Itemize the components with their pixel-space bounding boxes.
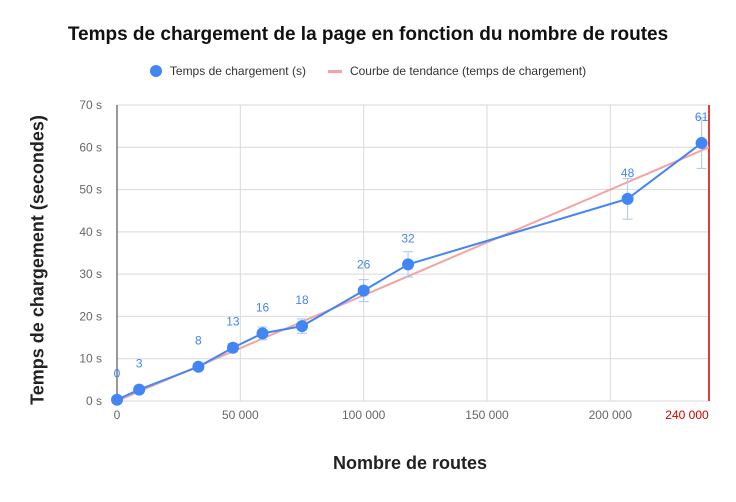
data-point <box>357 284 370 297</box>
y-tick-label: 40 s <box>79 225 102 239</box>
legend-series-label: Temps de chargement (s) <box>169 64 306 78</box>
data-label: 32 <box>401 231 415 245</box>
data-point <box>256 327 269 340</box>
data-label: 13 <box>226 315 240 329</box>
x-tick-label: 0 <box>114 408 121 422</box>
data-label: 0 <box>114 367 121 381</box>
data-point <box>192 360 205 373</box>
y-axis-title: Temps de chargement (secondes) <box>27 115 48 405</box>
data-point <box>621 192 634 205</box>
x-tick-label: 150 000 <box>465 408 509 422</box>
data-label: 3 <box>136 357 143 371</box>
x-tick-label: 200 000 <box>589 408 633 422</box>
y-tick-label: 50 s <box>79 183 102 197</box>
y-tick-label: 70 s <box>79 98 102 112</box>
data-point <box>296 320 308 333</box>
data-label: 26 <box>357 258 371 272</box>
x-tick-label: 50 000 <box>222 408 259 422</box>
x-tick-label: 240 000 <box>665 408 709 422</box>
y-tick-label: 10 s <box>79 352 102 366</box>
y-tick-label: 20 s <box>79 309 102 323</box>
series-line <box>116 142 703 401</box>
legend-item-trend[interactable]: Courbe de tendance (temps de chargement) <box>327 64 587 78</box>
data-point <box>226 341 239 354</box>
legend: Temps de chargement (s) Courbe de tendan… <box>0 64 736 78</box>
data-label: 48 <box>621 166 635 180</box>
y-tick-label: 30 s <box>79 267 102 281</box>
y-tick-label: 60 s <box>79 140 102 154</box>
legend-trend-marker <box>327 69 342 73</box>
data-point <box>111 393 123 406</box>
x-axis-title: Nombre de routes <box>332 453 488 473</box>
data-label: 18 <box>295 293 309 307</box>
y-tick-label: 0 s <box>86 394 102 408</box>
data-label: 16 <box>256 300 270 314</box>
trendline <box>116 146 710 402</box>
data-label: 8 <box>195 334 202 348</box>
chart-title: Temps de chargement de la page en foncti… <box>67 24 669 45</box>
legend-series-marker <box>149 65 162 77</box>
data-point <box>695 137 708 150</box>
data-label: 61 <box>695 110 709 124</box>
legend-item-series[interactable]: Temps de chargement (s) <box>149 64 306 78</box>
legend-trend-label: Courbe de tendance (temps de chargement) <box>349 64 587 78</box>
x-tick-label: 100 000 <box>342 408 386 422</box>
data-point <box>402 258 415 271</box>
data-point <box>133 383 146 396</box>
